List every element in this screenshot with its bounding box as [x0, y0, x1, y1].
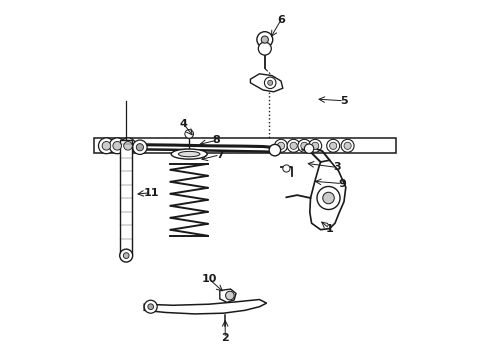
Circle shape: [265, 77, 276, 89]
Circle shape: [113, 141, 122, 150]
Circle shape: [268, 80, 273, 85]
Ellipse shape: [171, 149, 207, 159]
Circle shape: [102, 141, 111, 150]
Circle shape: [136, 144, 144, 151]
Polygon shape: [220, 289, 236, 302]
Text: 11: 11: [144, 188, 159, 198]
Text: 10: 10: [201, 274, 217, 284]
Circle shape: [98, 138, 114, 154]
Ellipse shape: [178, 152, 200, 157]
Text: 6: 6: [277, 15, 285, 25]
Circle shape: [298, 139, 311, 152]
Circle shape: [323, 192, 334, 204]
Text: 9: 9: [338, 179, 346, 189]
Circle shape: [327, 139, 340, 152]
Text: 3: 3: [333, 162, 341, 172]
Text: 7: 7: [216, 150, 223, 160]
Circle shape: [123, 253, 129, 258]
Circle shape: [133, 140, 147, 154]
Polygon shape: [144, 300, 267, 314]
FancyBboxPatch shape: [121, 140, 132, 254]
Circle shape: [290, 142, 297, 149]
Circle shape: [312, 142, 319, 149]
Text: 1: 1: [326, 224, 334, 234]
Circle shape: [123, 141, 132, 150]
Circle shape: [257, 32, 273, 48]
Circle shape: [225, 291, 234, 300]
Circle shape: [287, 139, 300, 152]
Circle shape: [277, 142, 285, 149]
Circle shape: [258, 42, 271, 55]
Circle shape: [341, 139, 354, 152]
Circle shape: [109, 138, 125, 154]
Text: 8: 8: [212, 135, 220, 145]
Circle shape: [185, 130, 194, 138]
Circle shape: [120, 138, 136, 154]
Circle shape: [269, 144, 281, 156]
Text: 4: 4: [180, 119, 188, 129]
Circle shape: [317, 186, 340, 210]
FancyBboxPatch shape: [94, 138, 396, 153]
Circle shape: [330, 142, 337, 149]
Circle shape: [344, 142, 351, 149]
Circle shape: [301, 142, 308, 149]
Circle shape: [120, 249, 133, 262]
Polygon shape: [310, 160, 346, 230]
Circle shape: [283, 165, 290, 172]
Text: 2: 2: [221, 333, 229, 343]
Circle shape: [144, 300, 157, 313]
Circle shape: [309, 139, 321, 152]
Circle shape: [148, 304, 153, 310]
Circle shape: [304, 144, 314, 153]
Circle shape: [274, 139, 288, 152]
Polygon shape: [250, 74, 283, 92]
Circle shape: [261, 36, 269, 43]
Text: 5: 5: [340, 96, 348, 106]
